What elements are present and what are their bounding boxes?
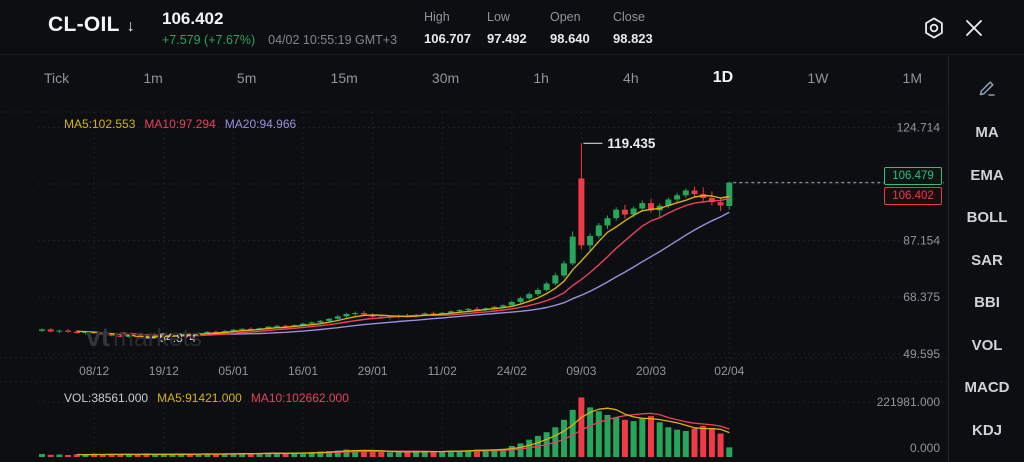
indicator-kdj[interactable]: KDJ xyxy=(971,421,1002,439)
indicator-list: MA EMA BOLL SAR BBI VOL MACD KDJ RSI xyxy=(949,112,1024,462)
watermark-bold: vt xyxy=(86,322,111,352)
stat-open: Open 98.640 xyxy=(550,10,600,46)
indicator-ema[interactable]: EMA xyxy=(970,166,1004,184)
last-price-badge: 106.402 xyxy=(884,187,942,205)
svg-text:68.375: 68.375 xyxy=(903,290,940,304)
svg-text:29/01: 29/01 xyxy=(358,364,388,378)
volume-overlay-labels: VOL:38561.000 MA5:91421.000 MA10:102662.… xyxy=(64,391,349,405)
axis-labels: 124.714 87.154 68.375 49.595 221981.000 0.000… xyxy=(79,120,940,455)
indicator-sidebar: MA EMA BOLL SAR BBI VOL MACD KDJ RSI xyxy=(948,55,1024,462)
svg-text:124.714: 124.714 xyxy=(897,120,941,134)
ma10-label: MA10:97.294 xyxy=(144,117,216,131)
ma20-label: MA20:94.966 xyxy=(224,117,297,131)
settings-gear-icon[interactable] xyxy=(921,15,947,46)
symbol-text: CL-OIL xyxy=(48,13,120,36)
ma-overlay-labels: MA5:102.553 MA10:97.294 MA20:94.966 xyxy=(64,117,296,131)
symbol-name: CL-OIL ↓ xyxy=(48,13,135,37)
tab-15m[interactable]: 15m xyxy=(330,69,358,86)
stat-low-value: 97.492 xyxy=(487,31,527,46)
price-change: +7.579 (+7.67%) xyxy=(162,33,256,47)
draw-pencil-icon[interactable] xyxy=(949,78,1024,103)
svg-text:19/12: 19/12 xyxy=(149,364,179,378)
stat-open-value: 98.640 xyxy=(550,31,590,46)
svg-text:24/02: 24/02 xyxy=(497,364,527,378)
tab-tick[interactable]: Tick xyxy=(44,69,70,86)
svg-text:87.154: 87.154 xyxy=(903,234,940,248)
indicator-boll[interactable]: BOLL xyxy=(966,209,1008,226)
close-icon[interactable] xyxy=(964,18,984,43)
stat-low: Low 97.492 xyxy=(487,10,537,46)
candlestick-volume-chart[interactable]: 119.435 54.874 124.714 87.154 68.375 49.595 22… xyxy=(0,100,948,462)
tab-1h[interactable]: 1h xyxy=(533,69,549,86)
timeframe-bar: Tick 1m 5m 15m 30m 1h 4h 1D 1W 1M xyxy=(0,55,948,100)
tab-5m[interactable]: 5m xyxy=(236,69,257,86)
chart-area[interactable]: vt markets 119.435 54.874 124.714 87.154 68.3… xyxy=(0,100,948,462)
svg-text:02/04: 02/04 xyxy=(714,364,744,378)
grid-lines xyxy=(0,111,948,457)
last-price: 106.402 xyxy=(162,9,224,28)
ohlc-stats: High 106.707 Low 97.492 Open 98.640 Clos… xyxy=(424,10,663,46)
watermark-light: markets xyxy=(113,324,202,352)
stat-open-label: Open xyxy=(550,10,581,24)
indicator-bbi[interactable]: BBI xyxy=(974,294,1000,311)
chart-header: CL-OIL ↓ 106.402 +7.579 (+7.67%) 04/02 10… xyxy=(0,0,1024,55)
stat-close: Close 98.823 xyxy=(613,10,663,46)
stat-high: High 106.707 xyxy=(424,10,474,46)
quote-timestamp: 04/02 10:55:19 GMT+3 xyxy=(268,33,398,47)
tab-1m-month[interactable]: 1M xyxy=(902,69,922,86)
svg-text:09/03: 09/03 xyxy=(566,364,596,378)
price-block: 106.402 +7.579 (+7.67%) 04/02 10:55:19 G… xyxy=(162,9,397,47)
vtmarkets-watermark: vt markets xyxy=(86,322,202,353)
svg-text:54.874: 54.874 xyxy=(159,331,196,345)
direction-down-arrow: ↓ xyxy=(126,18,136,35)
tab-1m[interactable]: 1m xyxy=(143,69,163,86)
ask-price-badge: 106.479 xyxy=(884,167,942,185)
volume-bars-group xyxy=(39,397,733,457)
tab-30m[interactable]: 30m xyxy=(431,69,460,86)
stat-low-label: Low xyxy=(487,10,510,24)
indicator-macd[interactable]: MACD xyxy=(964,379,1010,396)
tab-4h[interactable]: 4h xyxy=(623,69,639,86)
vol-ma5-label: MA5:91421.000 xyxy=(157,391,242,405)
tab-1d-active[interactable]: 1D xyxy=(712,68,734,86)
vol-label: VOL:38561.000 xyxy=(64,391,149,405)
svg-text:16/01: 16/01 xyxy=(288,364,318,378)
svg-text:11/02: 11/02 xyxy=(428,364,457,378)
ma5-label: MA5:102.553 xyxy=(64,117,136,131)
stat-close-label: Close xyxy=(613,10,645,24)
annotations-group: 119.435 54.874 xyxy=(140,136,656,345)
svg-text:221981.000: 221981.000 xyxy=(877,395,941,409)
volume-ma-lines xyxy=(76,407,730,456)
indicator-vol[interactable]: VOL xyxy=(971,336,1003,354)
svg-text:20/03: 20/03 xyxy=(636,364,666,378)
indicator-rsi[interactable]: RSI xyxy=(949,452,1024,462)
ma-lines-group xyxy=(76,194,730,338)
indicator-ma[interactable]: MA xyxy=(975,124,999,141)
svg-text:08/12: 08/12 xyxy=(79,364,109,378)
svg-text:05/01: 05/01 xyxy=(218,364,248,378)
stat-close-value: 98.823 xyxy=(613,31,653,46)
vol-ma10-label: MA10:102662.000 xyxy=(250,391,349,405)
indicator-sar[interactable]: SAR xyxy=(971,251,1003,269)
svg-text:119.435: 119.435 xyxy=(607,136,656,151)
stat-high-label: High xyxy=(424,10,450,24)
stat-high-value: 106.707 xyxy=(424,31,471,46)
svg-text:0.000: 0.000 xyxy=(910,441,940,455)
svg-text:49.595: 49.595 xyxy=(903,347,940,361)
tab-1w[interactable]: 1W xyxy=(807,69,829,86)
